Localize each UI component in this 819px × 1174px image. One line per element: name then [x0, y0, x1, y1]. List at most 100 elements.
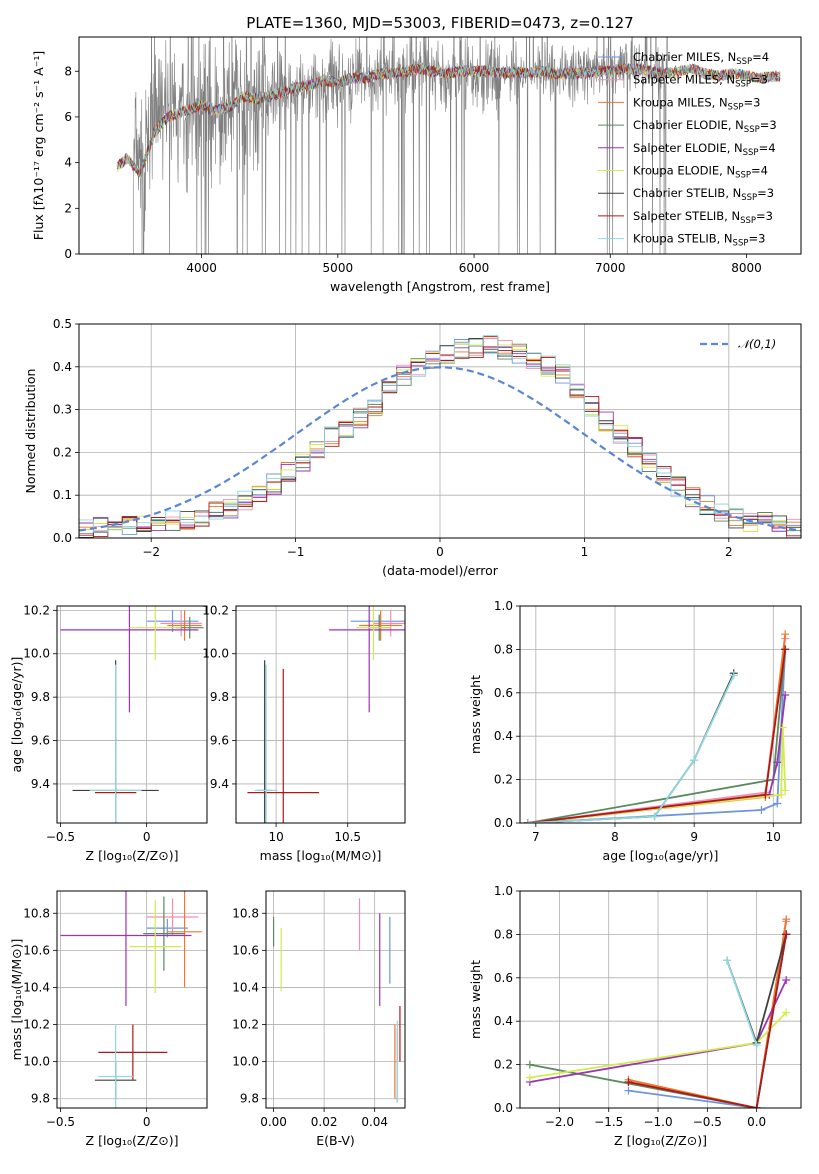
weight-marker	[782, 975, 791, 984]
x-tick: 0	[143, 1108, 150, 1129]
x-tick: 2	[725, 538, 733, 559]
x-tick: −0.5	[46, 1108, 75, 1129]
panel-weight-vs-Z: −2.0 −1.5 −1.0 −0.5 0.0 0.0 0.2 0.4 0.6 0.8 1.0 Z […	[468, 884, 802, 1148]
y-tick-label: 9.8	[210, 690, 229, 704]
y-tick-label: 0.3	[53, 403, 72, 417]
weight-marker	[690, 756, 699, 765]
x-tick-label: 10	[268, 830, 283, 844]
y-tick: 10.2	[23, 603, 57, 617]
weight-marker	[781, 645, 790, 654]
x-tick-label: 5000	[323, 261, 354, 275]
y-axis-label: mass [log₁₀(M/M⊙)]	[9, 939, 24, 1061]
y-tick-label: 0.8	[494, 642, 513, 656]
weight-marker	[782, 930, 791, 939]
y-axis-label: age [log₁₀(age/yr)]	[9, 657, 24, 773]
plot-area-weight-vs-age	[523, 630, 790, 823]
panel-age-vs-mass: 10 10.5 9.4 9.6 9.8 10.0 10.2 mass [log₁₀(M/M⊙)…	[202, 603, 406, 863]
y-tick: 9.4	[210, 777, 236, 791]
legend-entry-name: Kroupa MILES, N	[633, 95, 728, 109]
legend-entry-2: Kroupa MILES, NSSP=3	[633, 95, 760, 112]
y-tick: 4	[64, 156, 79, 170]
x-tick-label: −1	[287, 545, 305, 559]
spectrum-legend: Chabrier MILES, NSSP=4 Salpeter MILES, N S…	[598, 50, 777, 249]
y-tick: 1.0	[494, 599, 520, 613]
y-tick: 0.1	[53, 488, 79, 502]
x-axis-label: E(B-V)	[316, 1133, 355, 1148]
y-tick-label: 8	[64, 64, 72, 78]
plot-area-age-vs-Z	[60, 606, 204, 823]
y-tick: 9.4	[31, 777, 57, 791]
legend-entry-name: Salpeter MILES, N	[633, 73, 735, 87]
x-tick: 0.04	[361, 1108, 388, 1129]
normal-curve	[79, 366, 801, 532]
errorbar-point-8	[98, 1024, 133, 1108]
weight-series-8	[726, 960, 758, 1046]
y-tick-label: 0.2	[494, 773, 513, 787]
errorbar-point-5	[129, 606, 182, 661]
weight-marker	[781, 690, 790, 699]
panel-spectrum: 4000 5000 6000 7000 8000 0 2 4 6 8 wavelength [Ang…	[31, 36, 802, 294]
y-tick-label: 0.4	[494, 729, 513, 743]
legend-entry-sub: SSP	[743, 148, 759, 158]
plot-area-mass-vs-EBV	[272, 898, 401, 1103]
y-tick: 10.2	[232, 1018, 266, 1032]
weight-marker	[777, 790, 786, 799]
errorbar-point-0	[146, 610, 199, 633]
axes-frame	[235, 605, 406, 824]
weight-series-8	[527, 675, 735, 823]
y-tick-label: 10.2	[202, 603, 229, 617]
observed-spectrum	[133, 37, 668, 254]
y-tick-label: 0	[64, 247, 72, 261]
weight-series-5	[527, 727, 787, 823]
y-tick: 8	[64, 64, 79, 78]
y-tick: 0.3	[53, 403, 79, 417]
y-tick: 0	[64, 247, 79, 261]
legend-entry-sub: SSP	[733, 239, 749, 249]
y-tick-label: 10.6	[23, 943, 50, 957]
x-tick-label: −0.5	[46, 830, 75, 844]
y-tick: 9.8	[240, 1092, 266, 1106]
x-axis-label: wavelength [Angstrom, rest frame]	[330, 279, 550, 294]
legend-entry-suffix: =3	[743, 95, 760, 109]
y-tick: 9.6	[31, 734, 57, 748]
y-tick: 10.0	[202, 647, 236, 661]
panel-mass-vs-EBV: 0.00 0.02 0.04 9.8 10.0 10.2 10.4 10.6 10.8 E(B-V…	[232, 890, 406, 1148]
y-tick-label: 10.8	[23, 906, 50, 920]
y-tick-label: 9.8	[240, 1092, 259, 1106]
y-tick-label: 2	[64, 201, 72, 215]
y-tick: 10.4	[232, 980, 266, 994]
y-tick-label: 10.6	[232, 943, 259, 957]
legend-entry-0: Chabrier MILES, NSSP=4	[633, 50, 769, 67]
x-tick: 0.00	[260, 1108, 287, 1129]
x-tick: −0.5	[46, 823, 75, 844]
weight-marker	[781, 630, 790, 639]
y-tick-label: 0.4	[494, 1014, 513, 1028]
y-tick-label: 0.2	[53, 445, 72, 459]
plot-area-mass-vs-Z	[60, 891, 202, 1108]
axes-frame	[78, 36, 802, 255]
weight-marker	[782, 1008, 791, 1017]
x-tick: 7000	[595, 254, 626, 275]
x-tick-label: 0	[143, 830, 151, 844]
y-tick-label: 0.0	[494, 1101, 513, 1115]
weight-marker	[752, 1041, 761, 1050]
weight-marker	[723, 956, 732, 965]
x-tick-label: 0.02	[311, 1115, 338, 1129]
weight-series-4	[527, 694, 787, 823]
y-tick-label: 9.4	[31, 777, 50, 791]
y-tick: 0.0	[494, 1101, 520, 1115]
errorbar-point-4	[60, 891, 192, 1006]
y-axis-label: mass weight	[468, 675, 483, 754]
errorbar-point-2	[167, 891, 202, 988]
weight-marker	[773, 758, 782, 767]
weight-marker	[752, 1104, 761, 1108]
plot-area-residuals	[79, 335, 801, 538]
weight-marker	[761, 790, 770, 799]
legend-entry-suffix: =4	[759, 141, 776, 155]
x-tick: 8	[611, 823, 619, 844]
panel-age-vs-Z: −0.5 0 9.4 9.6 9.8 10.0 10.2 Z [log₁₀(Z/Z⊙)] age…	[9, 603, 208, 863]
y-axis-label: Flux [fλ10⁻¹⁷ erg cm⁻² s⁻¹ A⁻¹]	[31, 51, 46, 240]
x-tick-label: −1.0	[643, 1115, 672, 1129]
y-tick-label: 10.0	[232, 1055, 259, 1069]
y-tick: 9.8	[31, 690, 57, 704]
